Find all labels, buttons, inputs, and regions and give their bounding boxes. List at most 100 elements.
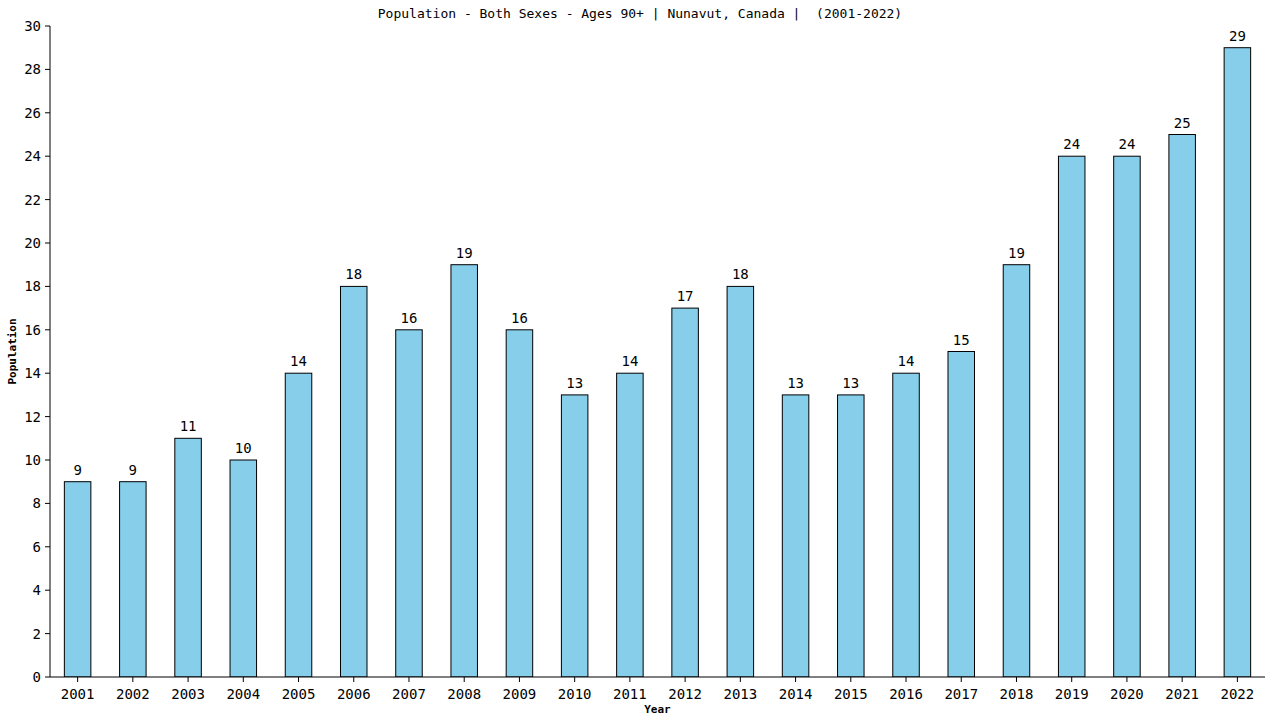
y-tick-label: 6 [33, 539, 41, 555]
x-tick-label: 2010 [558, 686, 592, 702]
y-tick [45, 26, 50, 27]
x-tick-label: 2019 [1055, 686, 1089, 702]
x-tick [1182, 677, 1183, 682]
bar [396, 330, 423, 677]
bar [948, 352, 975, 678]
y-tick [45, 112, 50, 113]
x-tick-label: 2009 [503, 686, 537, 702]
bar [617, 373, 644, 677]
bar [1169, 135, 1196, 678]
y-tick-label: 28 [24, 61, 41, 77]
x-tick-label: 2014 [779, 686, 813, 702]
y-tick [45, 503, 50, 504]
data-label: 17 [677, 288, 694, 304]
y-tick [45, 546, 50, 547]
data-label: 13 [566, 375, 583, 391]
y-tick-label: 8 [33, 495, 41, 511]
y-tick [45, 69, 50, 70]
bar [285, 373, 312, 677]
data-label: 14 [290, 353, 307, 369]
data-label: 24 [1063, 136, 1080, 152]
bar [1114, 156, 1141, 677]
x-tick [906, 677, 907, 682]
x-tick-label: 2003 [171, 686, 205, 702]
x-tick [574, 677, 575, 682]
x-tick-label: 2018 [1000, 686, 1034, 702]
data-label: 29 [1229, 28, 1246, 44]
data-label: 16 [511, 310, 528, 326]
y-tick-label: 10 [24, 452, 41, 468]
y-tick [45, 416, 50, 417]
data-label: 15 [953, 332, 970, 348]
data-label: 9 [73, 462, 81, 478]
bar [1058, 156, 1085, 677]
bar [175, 438, 202, 677]
bars [64, 48, 1250, 677]
x-tick-label: 2017 [944, 686, 978, 702]
x-tick-label: 2020 [1110, 686, 1144, 702]
data-label: 18 [345, 266, 362, 282]
y-tick-label: 2 [33, 626, 41, 642]
bar [120, 482, 147, 677]
y-tick-label: 12 [24, 409, 41, 425]
x-tick [740, 677, 741, 682]
y-tick-label: 16 [24, 322, 41, 338]
y-tick-label: 30 [24, 18, 41, 34]
data-label: 16 [401, 310, 418, 326]
x-tick [519, 677, 520, 682]
y-tick [45, 590, 50, 591]
x-tick-label: 2022 [1221, 686, 1255, 702]
bar [451, 265, 478, 677]
y-tick [45, 633, 50, 634]
y-tick [45, 329, 50, 330]
x-tick-label: 2007 [392, 686, 426, 702]
y-tick [45, 373, 50, 374]
x-tick [298, 677, 299, 682]
y-tick-label: 4 [33, 582, 41, 598]
x-tick [685, 677, 686, 682]
x-tick [1237, 677, 1238, 682]
x-tick-label: 2005 [282, 686, 316, 702]
x-tick [795, 677, 796, 682]
y-tick-label: 24 [24, 148, 41, 164]
bar [1003, 265, 1030, 677]
x-tick [1071, 677, 1072, 682]
x-tick-label: 2012 [668, 686, 702, 702]
x-tick [77, 677, 78, 682]
x-tick-label: 2011 [613, 686, 647, 702]
data-label: 19 [456, 245, 473, 261]
bar [1224, 48, 1251, 677]
x-tick [1126, 677, 1127, 682]
y-axis-label: Population [6, 318, 19, 384]
title: Population - Both Sexes - Ages 90+ | Nun… [378, 6, 902, 21]
data-label: 18 [732, 266, 749, 282]
x-tick [1016, 677, 1017, 682]
x-tick [464, 677, 465, 682]
x-tick [353, 677, 354, 682]
y-tick-label: 26 [24, 105, 41, 121]
y-tick [45, 199, 50, 200]
bar [506, 330, 533, 677]
data-label: 11 [180, 418, 197, 434]
x-tick [961, 677, 962, 682]
bar [782, 395, 809, 677]
x-tick [629, 677, 630, 682]
y-tick-label: 14 [24, 365, 41, 381]
data-label: 10 [235, 440, 252, 456]
x-tick-label: 2001 [61, 686, 95, 702]
y-tick [45, 243, 50, 244]
x-tick [132, 677, 133, 682]
y-tick-label: 0 [33, 669, 41, 685]
data-label: 14 [621, 353, 638, 369]
data-label: 25 [1174, 115, 1191, 131]
data-label: 13 [787, 375, 804, 391]
bar [727, 286, 754, 677]
x-tick [850, 677, 851, 682]
x-tick [408, 677, 409, 682]
bar [64, 482, 91, 677]
bar [561, 395, 588, 677]
x-tick-label: 2015 [834, 686, 868, 702]
x-tick-label: 2006 [337, 686, 371, 702]
x-tick-label: 2016 [889, 686, 923, 702]
data-label: 13 [842, 375, 859, 391]
